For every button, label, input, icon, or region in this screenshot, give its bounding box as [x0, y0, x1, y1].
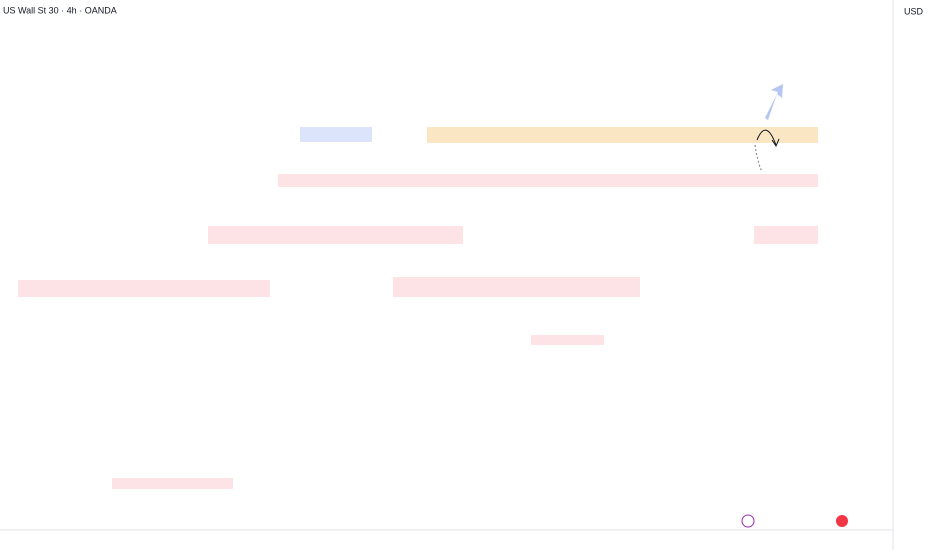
zone	[393, 277, 640, 297]
symbol-title: US Wall St 30 · 4h · OANDA	[3, 5, 117, 15]
zone	[112, 478, 233, 489]
zone	[300, 127, 372, 142]
event-icon[interactable]	[836, 515, 848, 527]
currency: USD	[904, 6, 924, 16]
zone	[208, 226, 463, 244]
event-icon[interactable]	[741, 514, 755, 528]
zone	[427, 127, 818, 143]
projection-arrow	[756, 129, 777, 146]
arrow-head	[771, 138, 780, 148]
zone	[278, 174, 818, 187]
bullish-arrow	[765, 84, 783, 120]
zone	[754, 226, 818, 244]
zone	[18, 280, 270, 297]
zone	[531, 335, 604, 345]
projection-arrow	[754, 144, 763, 173]
